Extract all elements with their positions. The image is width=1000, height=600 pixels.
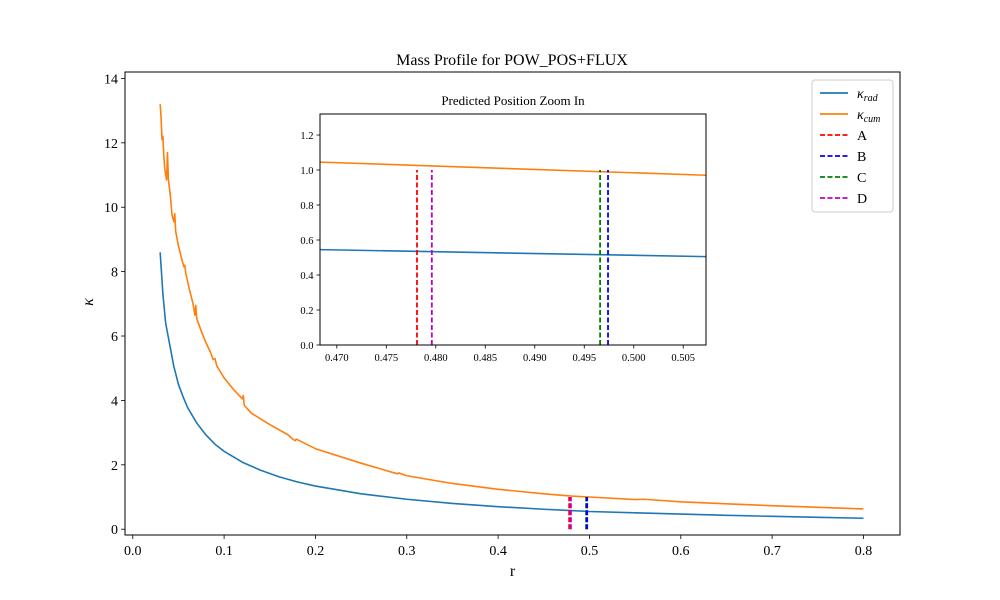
- y-axis-label: κ: [80, 298, 97, 306]
- inset-title: Predicted Position Zoom In: [441, 93, 585, 108]
- y-tick-label: 1.0: [300, 166, 313, 177]
- inset-series-layer: [319, 161, 707, 258]
- y-tick-label: 1.2: [300, 131, 313, 142]
- x-tick-label: 0.490: [523, 353, 547, 364]
- y-tick-label: 10: [104, 201, 118, 216]
- y-tick-label: 0.2: [300, 306, 313, 317]
- y-tick-label: 0.8: [300, 201, 313, 212]
- legend-label-a: A: [857, 129, 868, 144]
- x-tick-label: 0.485: [473, 353, 497, 364]
- legend-symbol: κ: [857, 108, 864, 123]
- legend-subscript: cum: [864, 114, 881, 125]
- y-tick-label: 0.0: [300, 341, 313, 352]
- x-tick-label: 0.4: [489, 544, 507, 559]
- legend-symbol: κ: [857, 87, 864, 102]
- x-tick-label: 0.6: [672, 544, 690, 559]
- inset-tick-layer: 0.470 0.475 0.480 0.485 0.490 0.495 0.500 0.505…: [300, 131, 695, 364]
- x-tick-label: 0.3: [398, 544, 416, 559]
- y-tick-label: 12: [104, 137, 118, 152]
- legend-box: [811, 79, 894, 213]
- x-tick-label: 0.2: [307, 544, 325, 559]
- legend-label-b: B: [857, 150, 866, 165]
- inset-chart: Predicted Position Zoom In 0.470 0.475 0.4…: [300, 93, 707, 364]
- y-tick-label: 0: [111, 523, 118, 538]
- legend-subscript: rad: [864, 93, 879, 104]
- series-line-cum: [159, 104, 864, 510]
- y-tick-label: 8: [111, 266, 118, 281]
- legend-label-rad: κrad: [857, 87, 879, 104]
- x-tick-label: 0.505: [671, 353, 695, 364]
- inset-vline-layer: [416, 170, 609, 345]
- x-tick-label: 0.8: [855, 544, 873, 559]
- inset-plot-frame: [319, 113, 707, 346]
- y-tick-label: 0.6: [300, 236, 313, 247]
- y-tick-label: 0.4: [300, 271, 314, 282]
- x-tick-label: 0.500: [622, 353, 646, 364]
- y-tick-label: 2: [111, 459, 118, 474]
- legend-label-cum: κcum: [857, 108, 880, 125]
- x-tick-label: 0.475: [375, 353, 399, 364]
- x-tick-label: 0.1: [215, 544, 233, 559]
- series-line-rad: [159, 252, 864, 520]
- legend-label-c: C: [857, 171, 866, 186]
- series-line-cum: [319, 161, 707, 177]
- x-tick-label: 0.480: [424, 353, 448, 364]
- inset-background: [320, 114, 706, 345]
- x-tick-label: 0.5: [581, 544, 599, 559]
- main-chart: Mass Profile for POW_POS+FLUX 0.0 0.1 0.2 0…: [80, 52, 901, 580]
- x-tick-label: 0.495: [572, 353, 596, 364]
- legend-label-d: D: [857, 192, 867, 207]
- x-tick-label: 0.7: [763, 544, 781, 559]
- main-tick-layer: 0.0 0.1 0.2 0.3 0.4 0.5 0.6 0.7 0.8 0 2 4 6 8 10 12 14: [104, 72, 872, 559]
- main-series-layer: [159, 104, 864, 520]
- y-tick-label: 4: [111, 394, 118, 409]
- chart-title: Mass Profile for POW_POS+FLUX: [396, 52, 628, 69]
- x-tick-label: 0.0: [124, 544, 142, 559]
- y-tick-label: 14: [104, 72, 118, 87]
- x-tick-label: 0.470: [325, 353, 349, 364]
- x-axis-label: r: [510, 563, 516, 580]
- main-vline-layer: [568, 497, 589, 530]
- main-plot-frame: [124, 71, 901, 536]
- y-tick-label: 6: [111, 330, 118, 345]
- series-line-rad: [319, 248, 707, 258]
